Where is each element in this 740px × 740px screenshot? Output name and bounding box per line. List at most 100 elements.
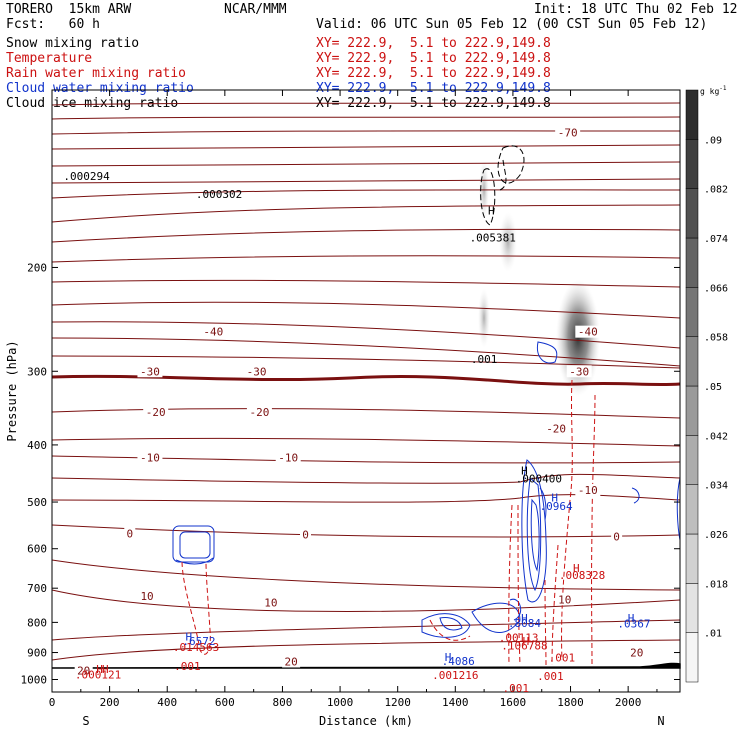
temp-label-bg xyxy=(124,527,136,540)
temperature-label: -20 xyxy=(146,406,166,419)
max-h-marker: H xyxy=(488,204,495,217)
snow-shade-upper xyxy=(499,212,517,272)
colorbar-swatch xyxy=(685,385,699,436)
temperature-label: 20 xyxy=(630,647,643,660)
y-tick-label: 600 xyxy=(27,543,47,556)
colorbar-level-label: .026 xyxy=(704,530,728,541)
max-h-marker: H xyxy=(521,612,528,625)
y-axis-label: Pressure (hPa) xyxy=(5,340,19,441)
y-tick-label: 300 xyxy=(27,365,47,378)
colorbar-swatch xyxy=(685,139,699,189)
max-value-label: .001 xyxy=(503,682,530,695)
colorbar-unit: g kg-1 xyxy=(700,85,727,96)
temp-label-bg xyxy=(246,406,272,419)
colorbar-level-label: .05 xyxy=(704,382,722,393)
x-tick-label: 1400 xyxy=(442,696,469,709)
max-h-marker: H xyxy=(96,663,103,676)
colorbar-level-label: .018 xyxy=(704,579,728,590)
temperature-label: 0 xyxy=(302,529,309,542)
colorbar-level-label: .034 xyxy=(704,481,728,492)
x-tick-label: 400 xyxy=(157,696,177,709)
y-tick-label: 200 xyxy=(27,261,47,274)
colorbar-swatch xyxy=(685,632,699,683)
max-value-label: .000302 xyxy=(196,188,242,201)
max-value-label: .005381 xyxy=(470,232,516,245)
temp-label-bg xyxy=(555,593,574,606)
y-tick-label: 800 xyxy=(27,616,47,629)
temperature-label: -40 xyxy=(203,326,223,339)
temp-label-bg xyxy=(275,451,301,464)
zero-degree-isotherm xyxy=(51,374,681,387)
temperature-label: 0 xyxy=(126,527,133,540)
colorbar-level-label: .042 xyxy=(704,431,728,442)
max-h-marker: H xyxy=(628,612,635,625)
max-h-marker: H xyxy=(445,651,452,664)
temperature-label: -20 xyxy=(249,406,269,419)
temperature-label: -10 xyxy=(578,484,598,497)
colorbar-level-label: .066 xyxy=(704,283,728,294)
init-time: Init: 18 UTC Thu 02 Feb 12 xyxy=(534,2,738,17)
max-value-label: .008328 xyxy=(559,569,605,582)
temperature-label: 10 xyxy=(140,590,153,603)
colorbar-swatch xyxy=(685,188,699,239)
field-label-rain: Rain water mixing ratio xyxy=(6,66,187,81)
temperature-label: -30 xyxy=(247,365,267,378)
x-tick-label: 1600 xyxy=(500,696,527,709)
y-tick-label: 900 xyxy=(27,647,47,660)
colorbar-level-label: .01 xyxy=(704,629,722,640)
x-tick-label: 1800 xyxy=(557,696,584,709)
temp-label-bg xyxy=(261,596,280,609)
field-xy-snow: XY= 222.9, 5.1 to 222.9,149.8 xyxy=(316,36,551,51)
temp-label-bg xyxy=(244,365,270,378)
temperature-label: 0 xyxy=(613,530,620,543)
temp-label-bg xyxy=(300,528,312,541)
colorbar-level-label: .074 xyxy=(704,234,728,245)
temp-label-bg xyxy=(137,365,163,378)
y-tick-label: 400 xyxy=(27,439,47,452)
colorbar-swatch xyxy=(685,237,699,288)
rain-water-contours xyxy=(181,379,596,666)
x-tick-label: 0 xyxy=(49,696,56,709)
max-value-label: .0964 xyxy=(540,500,573,513)
forecast-hour: Fcst: 60 h xyxy=(6,17,100,32)
temp-label-bg xyxy=(611,530,623,543)
temperature-label: 20 xyxy=(284,655,297,668)
max-value-label: .001 xyxy=(549,652,576,665)
max-value-label: .4086 xyxy=(442,655,475,668)
x-tick-label: 200 xyxy=(100,696,120,709)
temperature-label: -20 xyxy=(546,422,566,435)
plot-frame xyxy=(51,89,681,693)
max-value-label: .001 xyxy=(471,353,498,366)
temperature-label: -40 xyxy=(578,326,598,339)
max-h-marker: H xyxy=(523,635,530,648)
x-tick-label: 800 xyxy=(273,696,293,709)
temp-label-bg xyxy=(200,325,226,338)
cloud-water-contours xyxy=(172,341,681,638)
axes: 0 200 400 600 800 1000 1200 1400 1600 1800 2000200… xyxy=(5,90,680,728)
temperature-label: -10 xyxy=(140,451,160,464)
max-h-marker: H xyxy=(573,562,580,575)
x-tick-label: 600 xyxy=(215,696,235,709)
contour-labels: -70 -40 -40 -30 -30 -30 -20 -20 -20 -10 -10 -10 0 0 0 1… xyxy=(63,126,650,695)
temp-label-bg xyxy=(543,422,569,435)
max-value-label: .000294 xyxy=(63,170,110,183)
max-h-marker: H xyxy=(551,491,558,504)
max-value-label: .106788 xyxy=(501,639,547,652)
y-tick-label: 1000 xyxy=(21,674,48,687)
temperature-label: -10 xyxy=(278,451,298,464)
max-value-label: .001216 xyxy=(432,669,478,682)
field-xy-rain: XY= 222.9, 5.1 to 222.9,149.8 xyxy=(316,66,551,81)
colorbar-swatch xyxy=(685,583,699,633)
max-h-marker: H xyxy=(521,464,528,477)
temp-label-bg xyxy=(575,325,601,338)
field-xy-temp: XY= 222.9, 5.1 to 222.9,149.8 xyxy=(316,51,551,66)
terrain-surface xyxy=(51,662,681,669)
temperature-label: -30 xyxy=(140,365,160,378)
max-value-label: .000121 xyxy=(75,668,121,681)
x-tick-label: 1000 xyxy=(327,696,354,709)
max-h-marker: H xyxy=(102,663,109,676)
temp-label-bg xyxy=(137,451,163,464)
x-axis-label: Distance (km) xyxy=(319,714,413,728)
center-title: NCAR/MMM xyxy=(224,2,287,17)
